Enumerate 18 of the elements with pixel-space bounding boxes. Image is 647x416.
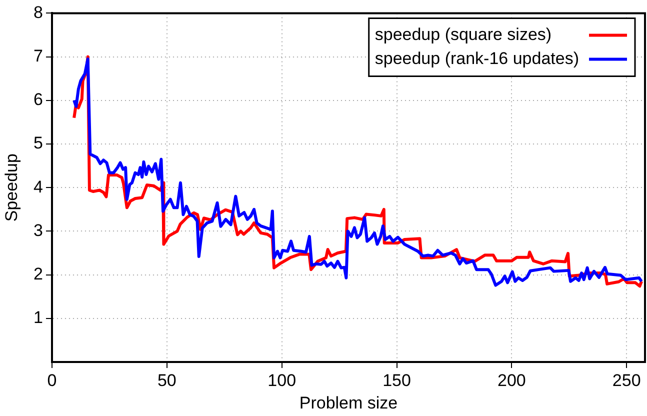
x-tick-label: 100 [268,370,296,390]
y-tick-label: 3 [34,220,43,240]
x-tick-label: 150 [382,370,411,390]
y-tick-label: 6 [34,90,43,110]
y-tick-label: 8 [34,2,43,22]
x-tick-label: 200 [498,370,526,390]
y-tick-label: 7 [34,46,43,66]
y-axis-title: Speedup [2,154,21,222]
legend-label: speedup (square sizes) [374,24,552,44]
x-tick-label: 250 [612,370,641,390]
y-tick-label: 4 [34,177,43,196]
x-tick-label: 50 [157,370,176,390]
legend-label: speedup (rank-16 updates) [374,48,580,68]
y-tick-label: 5 [34,134,43,153]
x-axis-title: Problem size [299,393,398,412]
y-tick-label: 2 [34,264,43,284]
x-tick-label: 0 [47,370,57,390]
y-tick-label: 1 [34,308,43,328]
